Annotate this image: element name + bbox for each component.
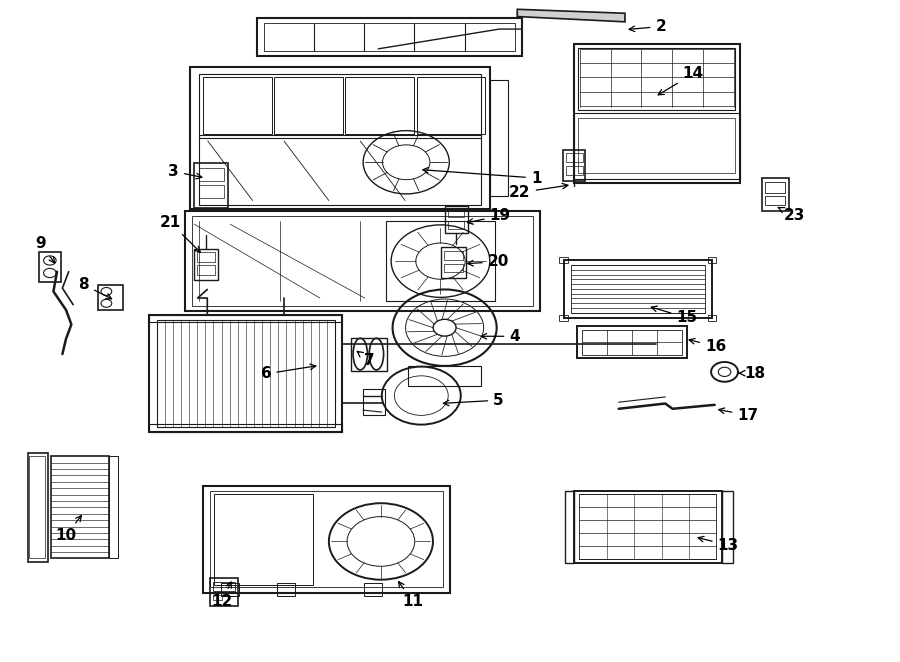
Bar bbox=[221, 583, 239, 596]
Bar bbox=[149, 424, 342, 432]
Bar bbox=[572, 265, 705, 312]
Text: 14: 14 bbox=[658, 66, 704, 95]
Bar bbox=[445, 206, 468, 234]
Bar bbox=[560, 314, 569, 321]
Text: 22: 22 bbox=[509, 183, 568, 200]
Bar bbox=[574, 44, 740, 183]
Text: 18: 18 bbox=[739, 365, 766, 381]
Bar bbox=[565, 491, 574, 563]
Bar bbox=[578, 326, 687, 358]
Bar bbox=[582, 330, 682, 355]
Text: 10: 10 bbox=[56, 516, 81, 543]
Bar bbox=[194, 249, 218, 280]
Bar bbox=[157, 320, 335, 426]
Bar bbox=[574, 113, 740, 179]
Bar bbox=[197, 252, 215, 261]
Bar bbox=[213, 594, 222, 600]
Bar bbox=[214, 494, 312, 585]
Bar bbox=[386, 221, 495, 301]
Bar bbox=[199, 167, 224, 181]
Text: 8: 8 bbox=[78, 277, 112, 299]
Bar bbox=[199, 74, 482, 138]
Bar bbox=[722, 491, 733, 563]
Bar bbox=[193, 216, 533, 306]
Bar bbox=[194, 163, 229, 208]
Text: 11: 11 bbox=[399, 582, 423, 609]
Bar bbox=[203, 77, 272, 134]
Bar bbox=[444, 263, 464, 271]
Bar bbox=[29, 456, 45, 559]
Bar bbox=[363, 389, 385, 415]
Bar bbox=[351, 338, 387, 371]
Bar bbox=[707, 314, 716, 321]
Text: 1: 1 bbox=[423, 167, 542, 185]
Bar bbox=[491, 81, 508, 196]
Text: 12: 12 bbox=[212, 582, 233, 609]
Bar bbox=[274, 77, 343, 134]
Bar bbox=[213, 581, 235, 591]
Text: 6: 6 bbox=[261, 364, 316, 381]
Text: 17: 17 bbox=[719, 408, 759, 423]
Bar bbox=[444, 251, 464, 260]
Bar bbox=[409, 366, 481, 386]
Bar bbox=[448, 209, 464, 217]
Bar bbox=[203, 486, 450, 592]
Bar bbox=[98, 285, 123, 310]
Bar bbox=[566, 166, 583, 175]
Bar bbox=[417, 77, 485, 134]
Bar bbox=[765, 196, 785, 205]
Bar bbox=[199, 135, 482, 205]
Bar bbox=[149, 314, 342, 322]
Bar bbox=[580, 495, 716, 559]
Bar bbox=[265, 23, 515, 51]
Bar bbox=[564, 260, 712, 318]
Bar bbox=[190, 68, 491, 209]
Bar bbox=[762, 178, 789, 211]
Text: 13: 13 bbox=[698, 536, 739, 553]
Bar bbox=[50, 456, 109, 559]
Bar bbox=[277, 583, 295, 596]
Text: 5: 5 bbox=[444, 393, 504, 408]
Text: 23: 23 bbox=[778, 207, 806, 223]
Bar bbox=[149, 314, 342, 432]
Bar bbox=[707, 256, 716, 263]
Bar bbox=[197, 265, 215, 275]
Bar bbox=[28, 453, 48, 562]
Bar bbox=[39, 252, 60, 281]
Bar bbox=[563, 150, 586, 181]
Bar bbox=[448, 221, 464, 229]
Bar bbox=[185, 211, 540, 311]
Text: 15: 15 bbox=[652, 306, 698, 325]
Text: 7: 7 bbox=[357, 352, 374, 368]
Text: 16: 16 bbox=[689, 338, 726, 354]
Bar bbox=[210, 578, 239, 606]
Polygon shape bbox=[518, 9, 625, 22]
Bar bbox=[441, 247, 466, 278]
Text: 3: 3 bbox=[168, 164, 202, 179]
Bar bbox=[579, 48, 735, 110]
Bar bbox=[765, 182, 785, 193]
Bar bbox=[257, 18, 522, 56]
Bar bbox=[199, 185, 224, 198]
Text: 21: 21 bbox=[159, 214, 201, 252]
Text: 2: 2 bbox=[629, 19, 666, 34]
Bar bbox=[346, 77, 414, 134]
Bar bbox=[211, 491, 443, 587]
Bar bbox=[579, 118, 735, 173]
Bar bbox=[560, 256, 569, 263]
Bar bbox=[566, 153, 583, 162]
Bar bbox=[109, 456, 118, 559]
Bar bbox=[364, 583, 382, 596]
Text: 19: 19 bbox=[467, 208, 511, 224]
Text: 9: 9 bbox=[36, 236, 55, 263]
Text: 4: 4 bbox=[482, 329, 520, 344]
Text: 20: 20 bbox=[468, 254, 509, 269]
Bar bbox=[574, 491, 722, 563]
